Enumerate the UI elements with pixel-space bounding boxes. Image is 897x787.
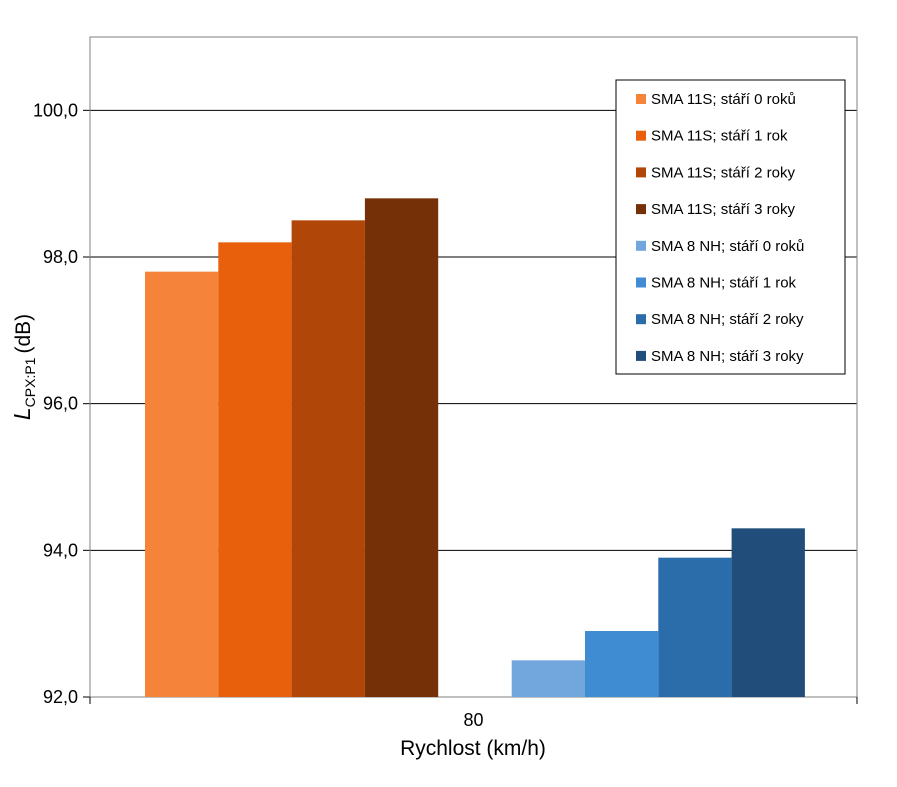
legend-label: SMA 11S; stáří 0 roků	[651, 91, 796, 108]
legend: SMA 11S; stáří 0 roků SMA 11S; stáří 1 ro…	[615, 79, 846, 375]
y-tick-label: 94,0	[43, 540, 78, 560]
plot-area-border	[89, 36, 858, 698]
legend-swatch	[636, 204, 646, 215]
y-axis-title: LCPX:P1 (dB)	[9, 314, 38, 420]
legend-label: SMA 8 NH; stáří 0 roků	[651, 238, 804, 255]
legend-label: SMA 8 NH; stáří 2 roky	[651, 311, 804, 328]
legend-label: SMA 11S; stáří 2 roky	[651, 164, 795, 181]
bar	[218, 242, 292, 698]
legend-swatch	[636, 94, 646, 104]
bars	[145, 198, 805, 698]
legend-swatch	[636, 314, 646, 325]
bar	[364, 198, 439, 698]
y-tick-label: 100,0	[33, 100, 78, 120]
legend-box	[615, 79, 846, 375]
y-axis-title-main: L	[9, 407, 35, 420]
bar	[658, 557, 732, 697]
legend-label: SMA 11S; stáří 1 rok	[651, 128, 788, 145]
bar	[585, 631, 659, 697]
bar	[511, 660, 585, 697]
legend-swatch	[636, 167, 646, 178]
bar	[145, 271, 219, 697]
x-tick-labels: 80	[89, 697, 858, 730]
y-tick-label: 92,0	[43, 687, 78, 707]
legend-swatch	[636, 240, 646, 251]
y-tick-label: 98,0	[43, 247, 78, 267]
legend-label: SMA 8 NH; stáří 1 rok	[651, 275, 797, 292]
x-tick-label: 80	[463, 710, 483, 730]
y-tick-label: 96,0	[43, 394, 78, 414]
legend-swatch	[636, 277, 646, 288]
y-axis-title-subscript: CPX:P1	[22, 357, 38, 407]
bar	[731, 528, 805, 697]
y-tick-labels: 92,0 94,0 96,0 98,0 100,0	[33, 100, 78, 707]
x-axis-title: Rychlost (km/h)	[400, 737, 546, 760]
y-axis-title-unit: (dB)	[12, 314, 35, 354]
legend-label: SMA 8 NH; stáří 3 roky	[651, 348, 804, 365]
legend-swatch	[636, 130, 646, 141]
bar	[291, 220, 365, 698]
legend-label: SMA 11S; stáří 3 roky	[651, 201, 795, 218]
legend-swatch	[636, 350, 646, 361]
